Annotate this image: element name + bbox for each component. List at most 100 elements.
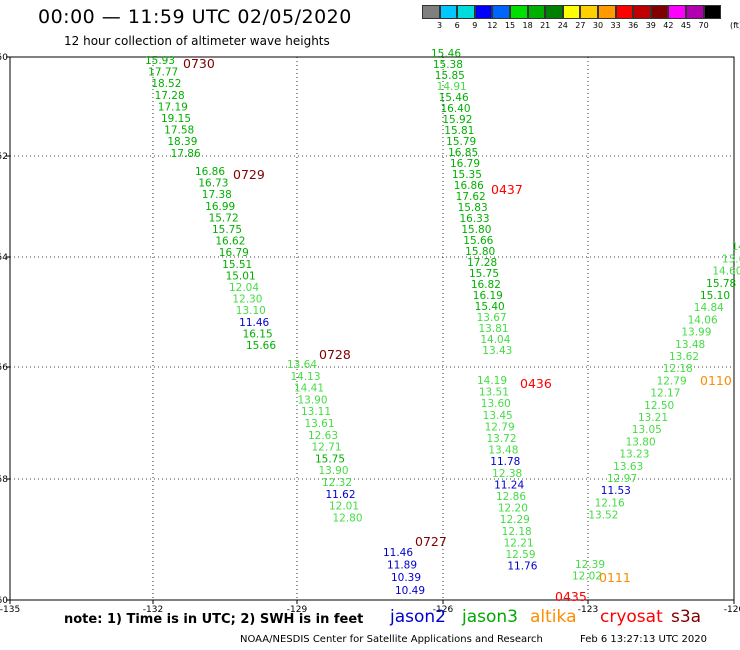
wave-height-value: 16.73: [198, 178, 228, 190]
wave-height-value: 14.41: [294, 383, 324, 395]
wave-height-value: 15.46: [439, 92, 469, 104]
legend-swatch-row: [422, 5, 722, 19]
lon-tick-label: -126: [433, 605, 454, 615]
wave-height-value: 16.85: [448, 147, 478, 159]
wave-height-value: 12.20: [498, 503, 528, 515]
legend-swatch: [457, 5, 475, 19]
wave-height-value: 16.19: [473, 290, 503, 302]
lon-tick-label: -129: [287, 605, 308, 615]
wave-height-value: 12.63: [308, 430, 338, 442]
legend-swatch: [703, 5, 722, 19]
wave-height-value: 12.16: [595, 497, 625, 509]
legend-level-label: 27: [575, 21, 586, 30]
legend-level-label: 15: [504, 21, 516, 30]
pass-time-label: 0435: [555, 589, 587, 604]
wave-height-value: 13.23: [619, 449, 649, 461]
wave-height-value: 13.63: [613, 461, 643, 473]
wave-height-value: 16.15: [243, 328, 273, 340]
wave-height-value: 12.79: [485, 421, 515, 433]
satellite-altika-label: altika: [530, 607, 577, 627]
wave-height-value: 17.58: [164, 125, 194, 137]
wave-height-value: 10.49: [395, 585, 425, 597]
wave-height-value: 10.39: [391, 572, 421, 584]
wave-height-value: 13.64: [287, 359, 317, 371]
wave-height-value: 13.51: [479, 387, 509, 399]
satellite-jason2-label: jason2: [390, 607, 446, 627]
wave-height-value: 14.06: [688, 314, 718, 326]
legend-swatch: [597, 5, 616, 19]
wave-height-value: 13.52: [588, 510, 618, 522]
wave-height-value: 12.02: [572, 571, 602, 583]
wave-height-value: 15.79: [446, 136, 476, 148]
legend-level-label: 45: [680, 21, 692, 30]
wave-height-value: 11.53: [601, 485, 631, 497]
wave-height-value: 13.48: [488, 445, 518, 457]
wave-height-value: 13.05: [632, 424, 662, 436]
wave-height-value: 16.86: [195, 166, 225, 178]
note-text: note: 1) Time is in UTC; 2) SWH is in fe…: [64, 612, 364, 627]
wave-height-value: 13.81: [478, 323, 508, 335]
wave-height-value: 14.04: [480, 334, 510, 346]
wave-height-value: 15.01: [226, 270, 256, 282]
pass-time-label: 0729: [233, 167, 265, 182]
wave-height-value: 12.80: [332, 512, 362, 524]
wave-height-value: 15.80: [465, 246, 495, 258]
footer-org: NOAA/NESDIS Center for Satellite Applica…: [240, 634, 543, 645]
wave-height-value: 11.46: [239, 317, 269, 329]
wave-height-value: 15.40: [475, 301, 505, 313]
wave-height-value: 13.60: [481, 398, 511, 410]
wave-height-value: 15.93: [145, 55, 175, 67]
wave-height-value: 15.81: [444, 125, 474, 137]
wave-height-value: 15.83: [458, 202, 488, 214]
wave-height-value: 11.76: [507, 561, 537, 573]
lon-tick-label: -123: [578, 605, 598, 615]
wave-height-value: 15.78: [706, 278, 736, 290]
wave-height-value: 17.28: [467, 257, 497, 269]
legend-level-label: 18: [522, 21, 533, 30]
satellite-cryosat-label: cryosat: [600, 607, 663, 627]
satellite-s3a-label: s3a: [671, 607, 702, 627]
wave-height-value: 15.66: [463, 235, 493, 247]
wave-height-value: 15.66: [246, 340, 276, 352]
legend-level-label: 12: [487, 21, 498, 30]
wave-height-value: 12.71: [311, 442, 341, 454]
wave-height-value: 16.86: [454, 180, 484, 192]
wave-height-value: 12.32: [322, 477, 352, 489]
wave-height-value: 15.75: [212, 224, 242, 236]
wave-height-value: 14.84: [694, 302, 724, 314]
legend-swatch: [545, 5, 563, 19]
wave-height-value: 17.19: [158, 101, 188, 113]
wave-height-value: 12.30: [232, 294, 262, 306]
lat-tick-label: -56: [0, 363, 8, 373]
wave-height-value: 13.67: [477, 312, 507, 324]
wave-height-value: 12.01: [329, 501, 359, 513]
legend-swatch: [650, 5, 669, 19]
legend-level-label: 42: [663, 21, 674, 30]
lat-tick-label: -52: [0, 152, 8, 162]
wave-height-value: 15.75: [469, 268, 499, 280]
legend-level-label: 21: [540, 21, 551, 30]
wave-height-value: 15.92: [442, 114, 472, 126]
wave-height-value: 19.15: [161, 113, 191, 125]
wave-height-value: 17.38: [202, 189, 232, 201]
wave-height-value: 18.39: [167, 136, 197, 148]
wave-height-value: 13.99: [681, 327, 711, 339]
wave-height-value: 17.86: [171, 148, 201, 160]
wave-height-value: 13.48: [675, 339, 705, 351]
legend-level-label: 30: [592, 21, 604, 30]
wave-height-value: 12.21: [504, 537, 534, 549]
wave-height-value: 12.18: [663, 363, 693, 375]
wave-height-value: 13.80: [626, 436, 656, 448]
lat-tick-label: -54: [0, 253, 8, 263]
wave-height-value: 12.97: [607, 473, 637, 485]
wave-height-value: 11.24: [494, 479, 524, 491]
wave-height-value: 14.91: [437, 81, 467, 93]
legend-level-label: 6: [454, 21, 460, 30]
wave-height-value: 14.13: [290, 371, 320, 383]
wave-height-value: 15.85: [435, 70, 465, 82]
wave-height-value: 13.72: [486, 433, 516, 445]
wave-height-value: 17.62: [456, 191, 486, 203]
wave-height-value: 12.50: [644, 400, 674, 412]
legend-level-label: 24: [557, 21, 568, 30]
